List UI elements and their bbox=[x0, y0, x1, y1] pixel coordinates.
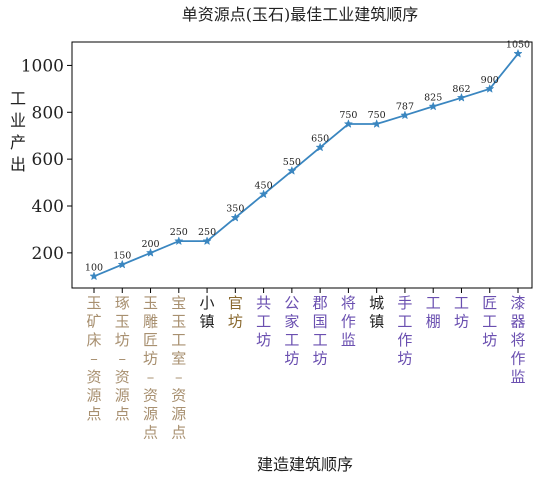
chart-title: 单资源点(玉石)最佳工业建筑顺序 bbox=[182, 5, 419, 24]
y-tick-label: 400 bbox=[32, 197, 64, 217]
data-label: 900 bbox=[481, 75, 499, 86]
series-line-group bbox=[89, 48, 523, 281]
data-label: 250 bbox=[170, 227, 188, 238]
data-label: 200 bbox=[141, 239, 159, 250]
data-point bbox=[89, 271, 99, 281]
data-label: 1050 bbox=[506, 40, 530, 51]
series-line bbox=[93, 53, 519, 278]
data-label: 100 bbox=[85, 262, 103, 273]
x-tick-label: 工坊 bbox=[454, 294, 469, 331]
data-label: 450 bbox=[255, 180, 273, 191]
data-point bbox=[202, 236, 212, 246]
data-point bbox=[315, 142, 325, 152]
plot-frame bbox=[71, 41, 533, 289]
y-axis-label: 工业产出 bbox=[10, 89, 26, 174]
x-tick-label: 玉矿床–资源点 bbox=[86, 294, 101, 423]
x-tick-label: 工棚 bbox=[426, 294, 441, 331]
data-label: 787 bbox=[396, 101, 414, 112]
x-tick-label: 宝玉工室–资源点 bbox=[171, 294, 186, 442]
x-tick-label: 官坊 bbox=[228, 294, 243, 331]
x-tick-label: 漆器将作监 bbox=[510, 294, 525, 386]
data-label: 650 bbox=[311, 133, 329, 144]
data-point bbox=[174, 236, 184, 246]
x-tick-label: 共工坊 bbox=[256, 294, 271, 349]
x-tick-label: 城镇 bbox=[369, 294, 384, 331]
data-label: 825 bbox=[424, 92, 442, 103]
x-tick-label: 玉雕匠坊–资源点 bbox=[143, 294, 158, 442]
data-label: 750 bbox=[339, 110, 357, 121]
data-point bbox=[513, 48, 523, 58]
data-point bbox=[287, 165, 297, 175]
x-axis-label: 建造建筑顺序 bbox=[257, 455, 353, 474]
x-tick-label: 郡国工坊 bbox=[313, 294, 328, 368]
data-point bbox=[428, 101, 438, 111]
y-tick-label: 600 bbox=[32, 150, 64, 170]
data-point bbox=[258, 189, 269, 199]
data-point bbox=[372, 119, 382, 128]
y-axis: 200 400 600 800 1000 bbox=[21, 56, 72, 264]
x-tick-label: 琢玉坊–资源点 bbox=[115, 294, 130, 423]
data-point bbox=[230, 212, 240, 222]
data-point bbox=[343, 119, 354, 128]
data-label: 350 bbox=[226, 204, 244, 215]
x-tick-label: 将作监 bbox=[341, 294, 356, 349]
x-tick-label: 公家工坊 bbox=[284, 294, 299, 368]
y-tick-label: 200 bbox=[32, 244, 64, 264]
data-point bbox=[117, 259, 127, 269]
data-point bbox=[485, 83, 495, 93]
data-label: 862 bbox=[452, 84, 470, 95]
data-label: 150 bbox=[113, 251, 131, 262]
y-tick-label: 800 bbox=[32, 103, 64, 123]
x-axis: 玉矿床–资源点琢玉坊–资源点玉雕匠坊–资源点宝玉工室–资源点小镇官坊共工坊公家工… bbox=[86, 288, 526, 442]
y-tick-label: 1000 bbox=[21, 56, 64, 76]
data-label: 750 bbox=[368, 110, 386, 121]
data-labels: 100 150 200 250 250 350 450 550 650 750 750 787 825 8… bbox=[85, 40, 530, 274]
x-tick-label: 匠工坊 bbox=[482, 294, 497, 349]
x-tick-label: 小镇 bbox=[200, 294, 215, 331]
data-label: 250 bbox=[198, 227, 216, 238]
x-tick-label: 手工作坊 bbox=[397, 294, 412, 368]
data-point bbox=[456, 92, 467, 102]
data-point bbox=[400, 110, 410, 120]
data-label: 550 bbox=[283, 157, 301, 168]
data-point bbox=[145, 247, 156, 257]
